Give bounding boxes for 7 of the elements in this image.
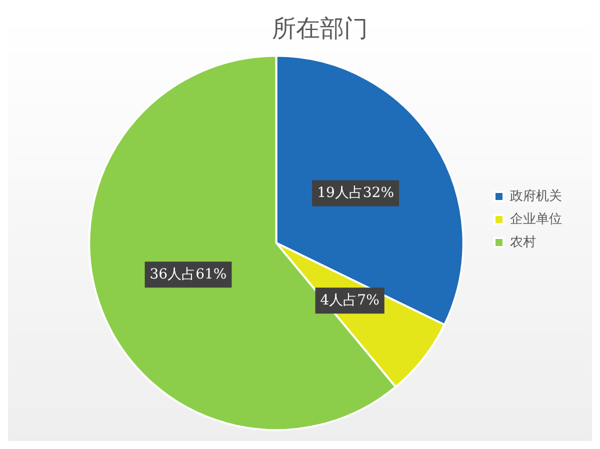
- data-label: 19人占32%: [317, 184, 394, 201]
- chart-title: 所在部门: [272, 14, 368, 43]
- data-label: 4人占7%: [320, 292, 380, 308]
- legend-label: 企业单位: [510, 211, 562, 226]
- data-label: 36人占61%: [150, 266, 227, 282]
- legend-label: 农村: [510, 234, 536, 250]
- legend-label: 政府机关: [510, 188, 562, 204]
